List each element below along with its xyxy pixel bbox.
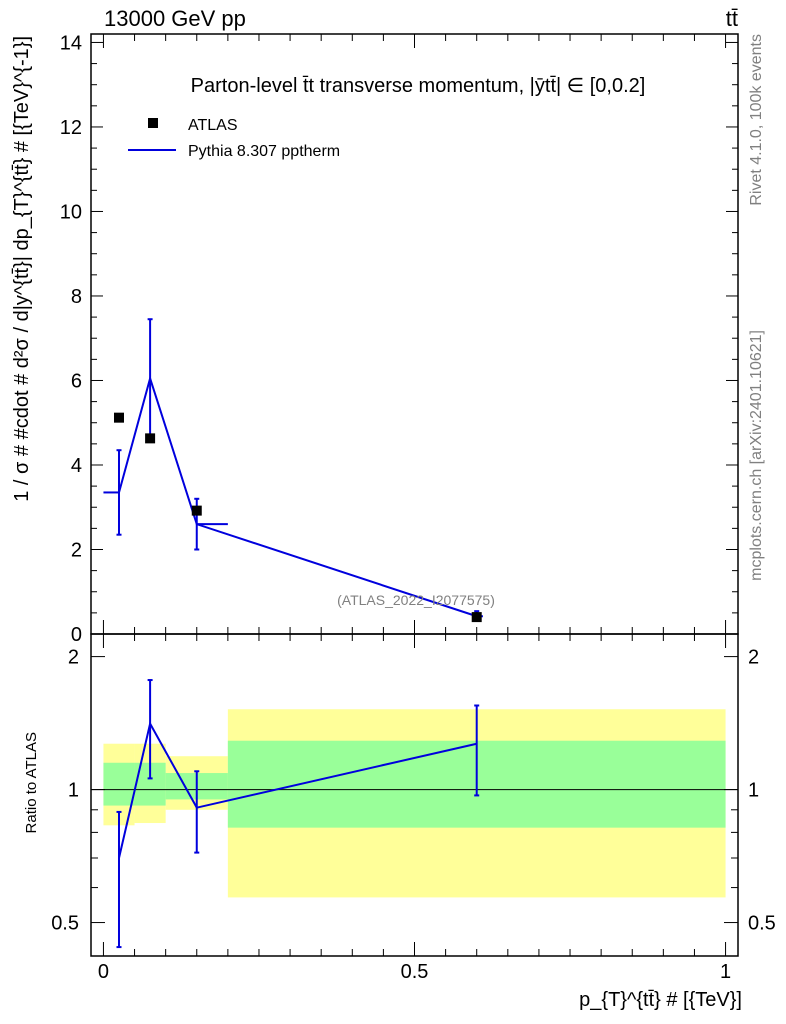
ratio-panel: 0.5 0.51 12 2 0 0.5 1 Ratio to ATLAS p_{T}^{t…: [23, 633, 776, 1011]
analysis-watermark: (ATLAS_2022_I2077575): [337, 592, 495, 608]
header-energy: 13000 GeV pp: [104, 6, 246, 31]
main-panel: 0 2 4 6 8 10 12 14 Parton-level t̄t transverse …: [11, 32, 739, 646]
x-axis-label: p_{T}^{tt̄} # [{TeV}]: [579, 989, 742, 1011]
mc-ratio-line: [118, 720, 477, 859]
legend-mc-label: Pythia 8.307 pptherm: [188, 143, 340, 160]
mcplots-label: mcplots.cern.ch [arXiv:2401.10621]: [748, 330, 765, 581]
y-tick-label: 8: [71, 286, 82, 308]
ratio-y-tick-label-right: 1: [748, 780, 759, 802]
ratio-y-axis-label: Ratio to ATLAS: [23, 732, 40, 833]
ratio-y-tick-label-left: 1: [68, 780, 79, 802]
header-process: tt̄: [726, 6, 738, 31]
ratio-y-tick-label-left: 0.5: [51, 913, 79, 935]
y-tick-label: 0: [71, 624, 82, 646]
atlas-data-point: [145, 433, 156, 444]
x-tick-label: 1: [720, 961, 731, 983]
ratio-y-tick-label-left: 2: [68, 647, 79, 669]
y-tick-label: 2: [71, 539, 82, 561]
ratio-x-axis: 0 0.5 1: [98, 634, 731, 983]
atlas-data-point: [471, 612, 482, 623]
mc-line: [118, 374, 478, 618]
uncertainty-band-inner: [103, 762, 135, 806]
legend-atlas-marker: [148, 118, 158, 128]
ratio-y-tick-label-right: 2: [748, 647, 759, 669]
y-tick-label: 4: [71, 455, 82, 477]
rivet-version-label: Rivet 4.1.0, 100k events: [748, 34, 765, 206]
y-tick-label: 6: [71, 370, 82, 392]
main-y-axis-label: 1 / σ # #cdot # d²σ / d|y^{tt̄}| dp_{T}^…: [11, 36, 33, 502]
y-tick-label: 12: [60, 117, 82, 139]
x-tick-label: 0.5: [401, 961, 429, 983]
y-tick-label: 10: [60, 201, 82, 223]
y-tick-label: 14: [60, 32, 82, 54]
ratio-y-axis: 0.5 0.5 1 1 2 2: [51, 647, 776, 935]
legend-atlas-label: ATLAS: [188, 117, 238, 134]
atlas-data-point: [191, 505, 202, 516]
main-y-axis: 0 2 4 6 8 10 12 14: [60, 32, 738, 646]
atlas-data-point: [113, 412, 124, 423]
x-tick-label: 0: [98, 961, 109, 983]
main-title: Parton-level t̄t transverse momentum, |y…: [191, 75, 646, 97]
main-x-ticks: [102, 34, 727, 634]
legend: ATLAS Pythia 8.307 pptherm: [128, 117, 340, 160]
ratio-y-tick-label-right: 0.5: [748, 913, 776, 935]
main-plot-content: [103, 318, 483, 623]
ratio-plot-content: [91, 679, 738, 949]
